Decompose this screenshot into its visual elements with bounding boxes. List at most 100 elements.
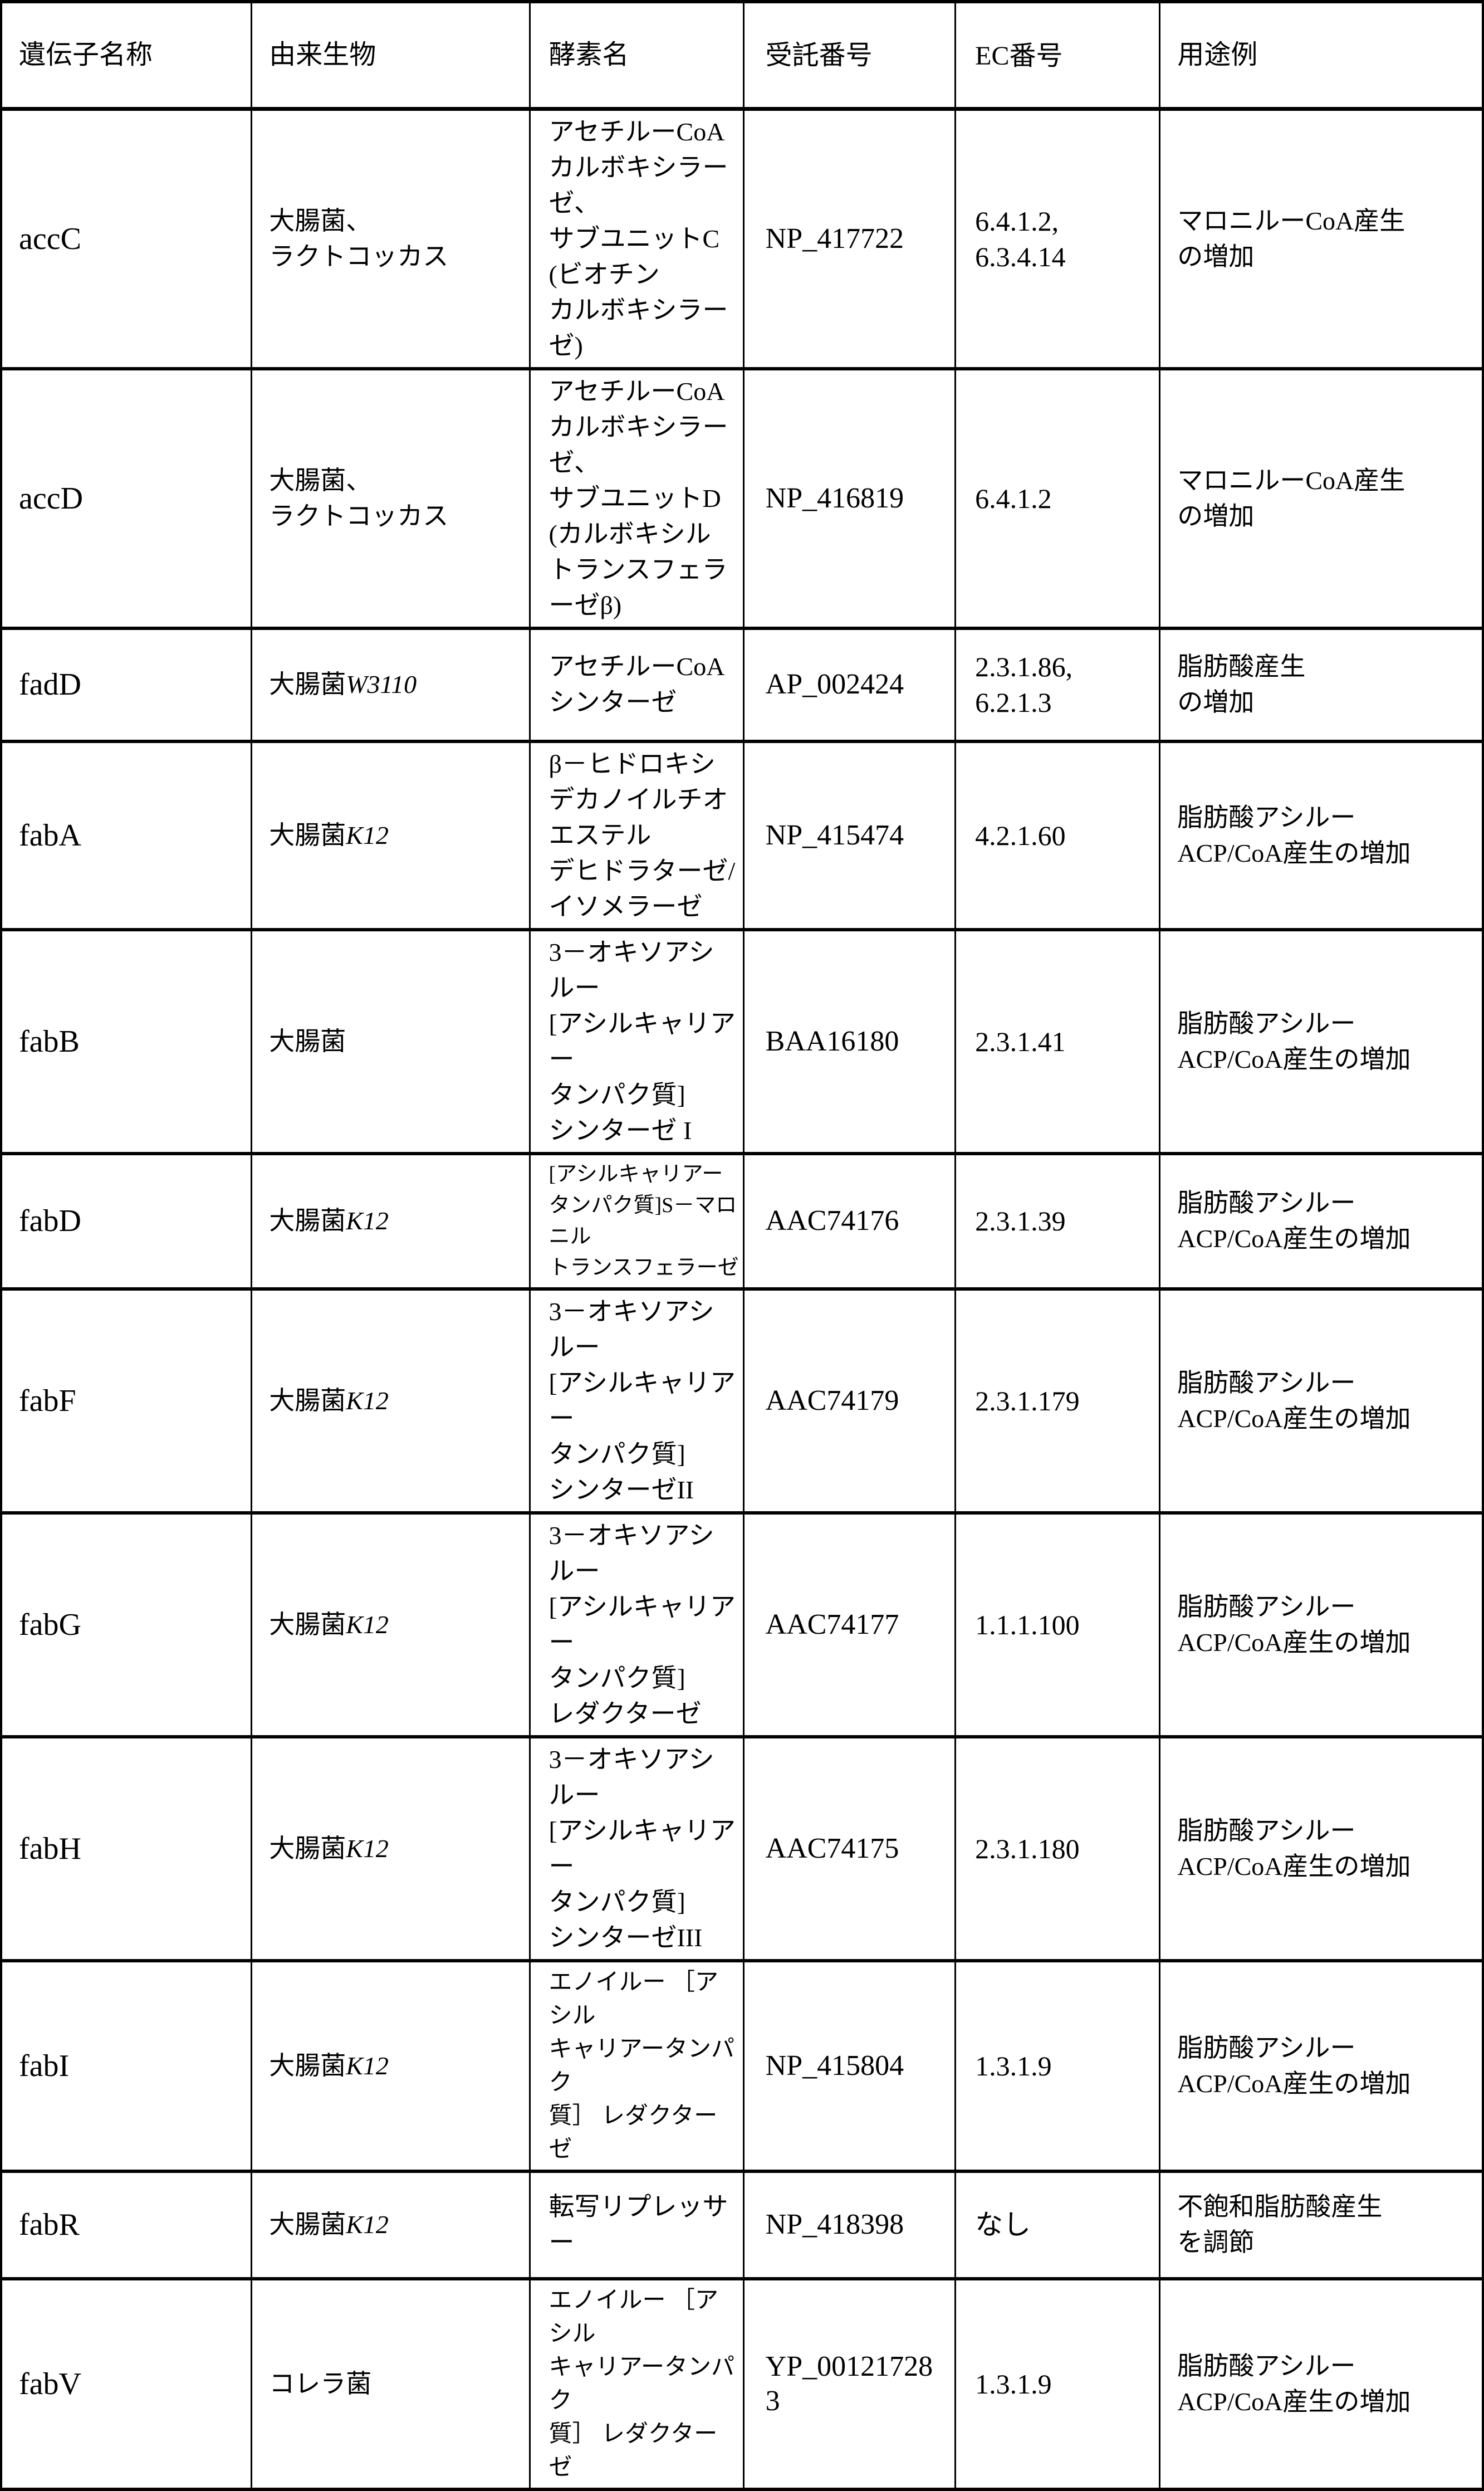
gene-name: fabV [19,2366,81,2401]
gene-name-cell: fabG [0,1511,253,1738]
use-example: 脂肪酸産生 の増加 [1177,652,1306,716]
ec-number: 2.3.1.180 [975,1833,1080,1864]
use-cell: マロニルーCoA産生 の増加 [1159,367,1484,630]
enzyme-cell: 3－オキソアシルー [アシルキャリアー タンパク質] シンターゼIII [529,1735,745,1962]
organism-name: コレラ菌 [269,2369,372,2398]
accession-cell: NP_418398 [742,2169,957,2280]
table-row-fabR: fabR 大腸菌K12 転写リプレッサー NP_418398 なし 不飽和脂肪酸… [0,2169,1484,2280]
gene-name-cell: accC [0,107,253,370]
organism-cell: 大腸菌 [251,927,531,1155]
use-example: マロニルーCoA産生 の増加 [1177,466,1405,530]
gene-name-cell: fabD [0,1151,253,1291]
organism-cell: 大腸菌K12 [251,1735,531,1962]
use-example: 不飽和脂肪酸産生 を調節 [1177,2192,1383,2256]
accession-number: NP_417722 [765,222,904,255]
gene-name: fabR [19,2207,80,2242]
organism-name: 大腸菌 [269,1834,346,1863]
ec-cell: 1.3.1.9 [954,1958,1161,2173]
accession-cell: NP_416819 [742,367,957,630]
accession-number: AAC74175 [765,1832,899,1864]
enzyme-cell: アセチルーCoA シンターゼ [529,626,745,743]
use-example: 脂肪酸アシルー ACP/CoA産生の増加 [1177,1592,1411,1657]
table-row-fabI: fabI 大腸菌K12 エノイルー ［アシル キャリアータンパク 質］ レダクタ… [0,1958,1484,2173]
ec-number: 1.1.1.100 [975,1609,1080,1640]
accession-number: AAC74176 [765,1205,899,1237]
accession-cell: AP_002424 [742,626,957,743]
use-cell: 脂肪酸アシルー ACP/CoA産生の増加 [1159,2277,1484,2491]
accession-cell: NP_415804 [742,1958,957,2173]
use-example: 脂肪酸アシルー ACP/CoA産生の増加 [1177,1816,1411,1881]
ec-number: 2.3.1.86, 6.2.1.3 [975,651,1073,718]
gene-name: fadD [19,667,81,702]
strain-name: K12 [346,820,389,849]
enzyme-name: 3－オキソアシルー [アシルキャリアー タンパク質] レダクターゼ [548,1521,736,1728]
strain-name: K12 [346,2051,389,2080]
organism-name: 大腸菌 [269,1386,346,1415]
ec-cell: 2.3.1.179 [954,1287,1161,1515]
gene-name-cell: fabV [0,2277,253,2491]
table-row-fabV: fabV コレラ菌 エノイルー ［アシル キャリアータンパク 質］ レダクターゼ… [0,2277,1484,2491]
use-cell: 脂肪酸アシルー ACP/CoA産生の増加 [1159,1151,1484,1291]
accession-cell: AAC74177 [742,1511,957,1738]
enzyme-cell: β－ヒドロキシ デカノイルチオ エステル デヒドラターゼ/ イソメラーゼ [529,739,745,931]
enzyme-name: 3－オキソアシルー [アシルキャリアー タンパク質] シンターゼIII [548,1745,736,1952]
gene-name: fabG [19,1607,81,1642]
header-gene-label: 遺伝子名称 [19,40,153,70]
table-row-fabG: fabG 大腸菌K12 3－オキソアシルー [アシルキャリアー タンパク質] レ… [0,1511,1484,1738]
ec-cell: 2.3.1.39 [954,1151,1161,1291]
gene-name-cell: fabB [0,927,253,1155]
header-enzyme: 酵素名 [529,0,745,111]
accession-cell: AAC74179 [742,1287,957,1515]
use-cell: 不飽和脂肪酸産生 を調節 [1159,2169,1484,2280]
table-row-fabA: fabA 大腸菌K12 β－ヒドロキシ デカノイルチオ エステル デヒドラターゼ… [0,739,1484,931]
use-cell: 脂肪酸アシルー ACP/CoA産生の増加 [1159,739,1484,931]
ec-cell: 2.3.1.180 [954,1735,1161,1962]
table-row-fabF: fabF 大腸菌K12 3－オキソアシルー [アシルキャリアー タンパク質] シ… [0,1287,1484,1515]
organism-name: 大腸菌 [269,1207,346,1235]
organism-name: 大腸菌 [269,2051,346,2080]
organism-cell: 大腸菌K12 [251,1511,531,1738]
enzyme-name: 3－オキソアシルー [アシルキャリアー タンパク質] シンターゼ I [548,937,736,1145]
gene-name: fabD [19,1204,81,1238]
accession-number: NP_415474 [765,819,904,851]
ec-cell: なし [954,2169,1161,2280]
table-row-fabD: fabD 大腸菌K12 [アシルキャリアー タンパク質]S－マロニル トランスフ… [0,1151,1484,1291]
header-ec-label: EC番号 [975,41,1063,71]
ec-cell: 2.3.1.86, 6.2.1.3 [954,626,1161,743]
header-ec: EC番号 [954,0,1161,111]
accession-cell: NP_415474 [742,739,957,931]
use-cell: 脂肪酸アシルー ACP/CoA産生の増加 [1159,1735,1484,1962]
accession-number: NP_416819 [765,482,904,514]
accession-number: AP_002424 [765,668,904,700]
use-example: 脂肪酸アシルー ACP/CoA産生の増加 [1177,1368,1411,1433]
gene-name: fabA [19,818,81,853]
header-accession-label: 受託番号 [765,40,873,70]
organism-cell: 大腸菌K12 [251,2169,531,2280]
header-accession: 受託番号 [742,0,957,111]
gene-name-cell: accD [0,367,253,630]
accession-cell: NP_417722 [742,107,957,370]
enzyme-cell: 3－オキソアシルー [アシルキャリアー タンパク質] レダクターゼ [529,1511,745,1738]
accession-cell: YP_00121728 3 [742,2277,957,2491]
accession-cell: BAA16180 [742,927,957,1155]
table-row-fadD: fadD 大腸菌W3110 アセチルーCoA シンターゼ AP_002424 2… [0,626,1484,743]
enzyme-cell: [アシルキャリアー タンパク質]S－マロニル トランスフェラーゼ [529,1151,745,1291]
use-example: 脂肪酸アシルー ACP/CoA産生の増加 [1177,2033,1411,2098]
enzyme-cell: 転写リプレッサー [529,2169,745,2280]
use-example: 脂肪酸アシルー ACP/CoA産生の増加 [1177,1189,1411,1253]
ec-cell: 1.3.1.9 [954,2277,1161,2491]
use-example: 脂肪酸アシルー ACP/CoA産生の増加 [1177,1009,1411,1073]
gene-name-cell: fabH [0,1735,253,1962]
table-row-fabH: fabH 大腸菌K12 3－オキソアシルー [アシルキャリアー タンパク質] シ… [0,1735,1484,1962]
header-use-label: 用途例 [1177,40,1258,70]
enzyme-cell: エノイルー ［アシル キャリアータンパク 質］ レダクターゼ [529,2277,745,2491]
organism-cell: 大腸菌K12 [251,1151,531,1291]
gene-name: fabF [19,1383,76,1418]
enzyme-cell: アセチルーCoA カルボキシラーゼ、 サブユニットD (カルボキシル トランスフ… [529,367,745,630]
accession-number: AAC74177 [765,1608,899,1640]
accession-number: NP_418398 [765,2209,904,2240]
organism-cell: 大腸菌、 ラクトコッカス [251,367,531,630]
strain-name: K12 [346,1386,389,1415]
use-cell: 脂肪酸産生 の増加 [1159,626,1484,743]
